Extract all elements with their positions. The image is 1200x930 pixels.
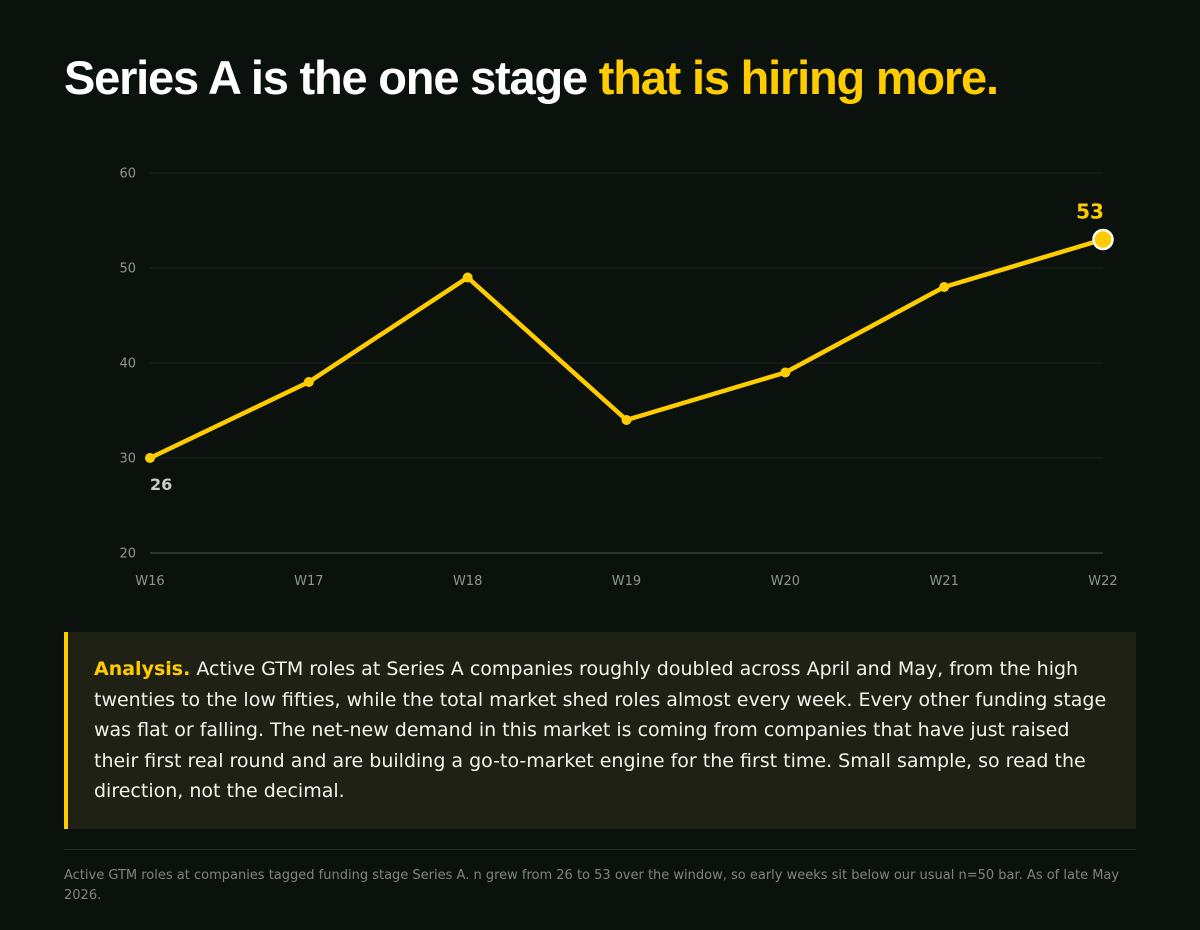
series-line bbox=[147, 237, 1106, 461]
data-label-last: 53 bbox=[1076, 200, 1104, 224]
data-point-last bbox=[1092, 228, 1114, 251]
y-tick-label: 50 bbox=[119, 262, 136, 277]
data-point bbox=[621, 415, 632, 425]
analysis-lead: Analysis. bbox=[94, 658, 191, 680]
title-main: Series A is the one stage bbox=[64, 51, 599, 104]
y-tick-label: 30 bbox=[119, 452, 136, 467]
y-tick-label: 60 bbox=[119, 167, 136, 182]
footnote: Active GTM roles at companies tagged fun… bbox=[64, 868, 1120, 903]
x-tick-label: W18 bbox=[453, 574, 482, 589]
x-tick-label: W16 bbox=[135, 574, 164, 589]
series-polyline bbox=[147, 237, 1106, 461]
analysis-callout: Analysis. Active GTM roles at Series A c… bbox=[64, 632, 1136, 829]
x-tick-label: W22 bbox=[1088, 574, 1117, 589]
page-title: Series A is the one stage that is hiring… bbox=[64, 50, 999, 106]
data-point bbox=[939, 282, 950, 292]
y-tick-label: 20 bbox=[119, 547, 136, 562]
chart-grid bbox=[150, 172, 1103, 554]
data-point bbox=[462, 272, 473, 283]
data-point bbox=[780, 367, 791, 378]
data-label-first: 26 bbox=[150, 475, 172, 494]
x-axis: W16 W17 W18 W19 W20 W21 W22 bbox=[135, 574, 1117, 589]
x-tick-label: W17 bbox=[294, 574, 323, 589]
data-point bbox=[145, 453, 155, 463]
series-points bbox=[145, 228, 1114, 463]
data-labels: 26 53 bbox=[150, 200, 1104, 495]
y-tick-label: 40 bbox=[119, 357, 136, 372]
x-tick-label: W20 bbox=[771, 574, 800, 589]
x-tick-label: W19 bbox=[612, 574, 641, 589]
line-chart: 20 30 40 50 60 W16 W17 W18 W19 W20 W21 W22 26 53 bbox=[119, 167, 1117, 590]
title-highlight: that is hiring more. bbox=[598, 51, 999, 104]
footer-divider bbox=[64, 849, 1136, 850]
x-tick-label: W21 bbox=[929, 574, 958, 589]
y-axis: 20 30 40 50 60 bbox=[119, 167, 136, 562]
analysis-body: Active GTM roles at Series A companies r… bbox=[94, 658, 1107, 802]
data-point bbox=[303, 377, 314, 387]
